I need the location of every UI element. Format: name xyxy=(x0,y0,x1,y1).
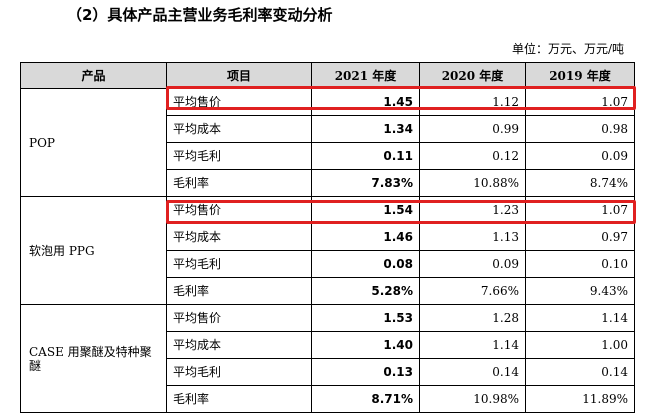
value-2020: 1.14 xyxy=(419,331,526,359)
value-2019: 0.09 xyxy=(525,142,635,170)
value-2021: 8.71% xyxy=(311,385,420,413)
value-2019: 1.00 xyxy=(525,331,635,359)
value-2019: 0.10 xyxy=(525,250,635,278)
item-cell: 平均售价 xyxy=(166,88,312,116)
value-2020: 0.14 xyxy=(419,358,526,386)
header-item: 项目 xyxy=(166,62,312,89)
item-cell: 平均成本 xyxy=(166,223,312,251)
value-2019: 0.97 xyxy=(525,223,635,251)
section-title: （2）具体产品主营业务毛利率变动分析 xyxy=(67,6,333,24)
value-2021: 0.08 xyxy=(311,250,420,278)
item-cell: 平均毛利 xyxy=(166,358,312,386)
value-2019: 1.07 xyxy=(525,196,635,224)
header-2021: 2021 年度 xyxy=(311,62,420,89)
table-row: 软泡用 PPG 平均售价 1.54 1.23 1.07 xyxy=(20,196,635,305)
value-2020: 1.23 xyxy=(419,196,526,224)
value-2021: 1.40 xyxy=(311,331,420,359)
header-product: 产品 xyxy=(20,62,167,89)
value-2020: 0.09 xyxy=(419,250,526,278)
table-row: 平均毛利 0.11 0.12 0.09 xyxy=(21,142,635,170)
value-2020: 1.12 xyxy=(419,88,526,116)
gross-margin-table: 产品 项目 2021 年度 2020 年度 2019 年度 POP 平均售价 1… xyxy=(20,62,635,413)
table-header-row: 产品 项目 2021 年度 2020 年度 2019 年度 xyxy=(20,62,635,89)
value-2021: 1.54 xyxy=(311,196,420,224)
value-2020: 1.13 xyxy=(419,223,526,251)
item-cell: 平均毛利 xyxy=(166,142,312,170)
item-cell: 毛利率 xyxy=(166,169,312,197)
value-2020: 10.88% xyxy=(419,169,526,197)
value-2019: 11.89% xyxy=(525,385,635,413)
value-2020: 0.12 xyxy=(419,142,526,170)
value-2021: 1.34 xyxy=(311,115,420,143)
value-2021: 7.83% xyxy=(311,169,420,197)
value-2021: 5.28% xyxy=(311,277,420,305)
header-2019: 2019 年度 xyxy=(525,62,635,89)
item-cell: 平均成本 xyxy=(166,115,312,143)
product-cell-case: CASE 用聚醚及特种聚醚 xyxy=(20,304,167,413)
item-cell: 平均售价 xyxy=(166,196,312,224)
value-2019: 1.14 xyxy=(525,304,635,332)
value-2020: 1.28 xyxy=(419,304,526,332)
table-row: 平均成本 1.46 1.13 0.97 xyxy=(21,223,635,251)
value-2020: 7.66% xyxy=(419,277,526,305)
table-row: 平均毛利 0.13 0.14 0.14 xyxy=(21,358,635,386)
header-2020: 2020 年度 xyxy=(419,62,526,89)
item-cell: 平均成本 xyxy=(166,331,312,359)
table-row: 毛利率 7.83% 10.88% 8.74% xyxy=(21,169,635,197)
value-2020: 0.99 xyxy=(419,115,526,143)
item-cell: 平均毛利 xyxy=(166,250,312,278)
item-cell: 毛利率 xyxy=(166,385,312,413)
table-row: POP 平均售价 1.45 1.12 1.07 xyxy=(20,88,635,197)
value-2019: 0.14 xyxy=(525,358,635,386)
product-cell-ppg: 软泡用 PPG xyxy=(20,196,167,305)
item-cell: 毛利率 xyxy=(166,277,312,305)
table-row: 毛利率 8.71% 10.98% 11.89% xyxy=(21,385,635,413)
value-2021: 1.45 xyxy=(311,88,420,116)
table-row: CASE 用聚醚及特种聚醚 平均售价 1.53 1.28 1.14 xyxy=(20,304,635,413)
unit-label: 单位：万元、万元/吨 xyxy=(511,42,624,56)
product-cell-pop: POP xyxy=(20,88,167,197)
value-2019: 8.74% xyxy=(525,169,635,197)
item-cell: 平均售价 xyxy=(166,304,312,332)
table-row: 平均毛利 0.08 0.09 0.10 xyxy=(21,250,635,278)
value-2021: 1.53 xyxy=(311,304,420,332)
value-2021: 1.46 xyxy=(311,223,420,251)
table-row: 平均成本 1.40 1.14 1.00 xyxy=(21,331,635,359)
value-2021: 0.13 xyxy=(311,358,420,386)
table-row: 毛利率 5.28% 7.66% 9.43% xyxy=(21,277,635,305)
value-2019: 1.07 xyxy=(525,88,635,116)
value-2021: 0.11 xyxy=(311,142,420,170)
value-2020: 10.98% xyxy=(419,385,526,413)
table-row: 平均成本 1.34 0.99 0.98 xyxy=(21,115,635,143)
value-2019: 9.43% xyxy=(525,277,635,305)
value-2019: 0.98 xyxy=(525,115,635,143)
